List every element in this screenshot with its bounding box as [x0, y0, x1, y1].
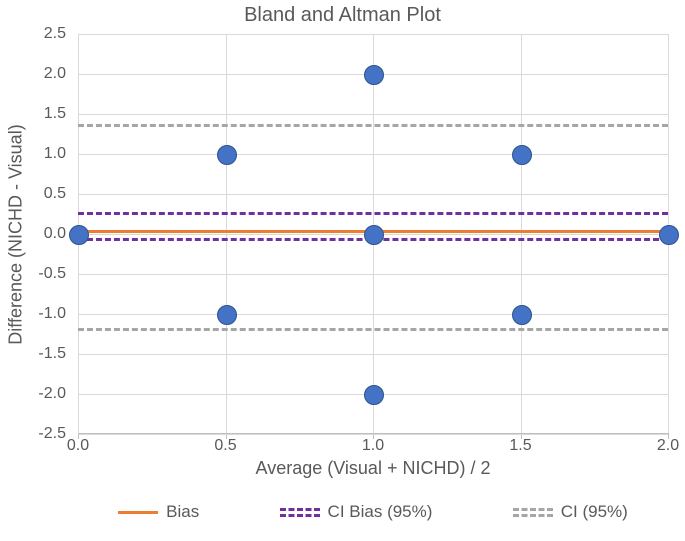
data-point	[512, 305, 532, 325]
y-tick-label: -1.5	[38, 345, 66, 363]
data-point	[364, 225, 384, 245]
y-tick-label: -0.5	[38, 265, 66, 283]
data-point	[217, 145, 237, 165]
grid-line-horizontal	[78, 34, 668, 35]
grid-line-horizontal	[78, 354, 668, 355]
reference-line-ci-lower	[78, 328, 668, 331]
plot-area: 0.00.51.01.52.0-2.5-2.0-1.5-1.0-0.50.00.…	[78, 34, 668, 434]
y-tick-label: -2.0	[38, 385, 66, 403]
y-axis-label-container: Difference (NICHD - Visual)	[6, 34, 26, 434]
x-tick-label: 2.0	[657, 437, 679, 455]
legend-item: CI (95%)	[513, 502, 628, 522]
grid-line-horizontal	[78, 274, 668, 275]
grid-line-horizontal	[78, 154, 668, 155]
data-point	[69, 225, 89, 245]
y-axis-label: Difference (NICHD - Visual)	[6, 124, 27, 344]
chart-title: Bland and Altman Plot	[0, 4, 685, 27]
y-tick-label: -1.0	[38, 305, 66, 323]
grid-line-horizontal	[78, 314, 668, 315]
legend-item: CI Bias (95%)	[280, 502, 433, 522]
legend-swatch	[280, 503, 320, 521]
x-axis-label: Average (Visual + NICHD) / 2	[78, 458, 668, 479]
legend-swatch	[513, 503, 553, 521]
legend-item: Bias	[118, 502, 199, 522]
grid-line-horizontal	[78, 114, 668, 115]
y-tick-label: 1.5	[44, 105, 66, 123]
grid-line-horizontal	[78, 434, 668, 435]
legend-label: CI Bias (95%)	[328, 502, 433, 522]
reference-line-ci-bias-upper	[78, 212, 668, 215]
reference-line-ci-upper	[78, 124, 668, 127]
data-point	[364, 65, 384, 85]
grid-line-horizontal	[78, 194, 668, 195]
x-tick-label: 0.5	[214, 437, 236, 455]
data-point	[659, 225, 679, 245]
x-tick-label: 0.0	[67, 437, 89, 455]
legend-label: CI (95%)	[561, 502, 628, 522]
x-tick-label: 1.0	[362, 437, 384, 455]
y-tick-label: 2.0	[44, 65, 66, 83]
legend-label: Bias	[166, 502, 199, 522]
y-tick-label: 2.5	[44, 25, 66, 43]
y-tick-label: 0.5	[44, 185, 66, 203]
data-point	[512, 145, 532, 165]
legend-swatch	[118, 503, 158, 521]
chart-container: { "chart": { "type": "scatter", "title":…	[0, 0, 685, 541]
y-tick-label: 0.0	[44, 225, 66, 243]
x-tick-label: 1.5	[509, 437, 531, 455]
y-tick-label: -2.5	[38, 425, 66, 443]
data-point	[364, 385, 384, 405]
data-point	[217, 305, 237, 325]
legend: Bias CI Bias (95%) CI (95%)	[78, 494, 668, 530]
y-tick-label: 1.0	[44, 145, 66, 163]
